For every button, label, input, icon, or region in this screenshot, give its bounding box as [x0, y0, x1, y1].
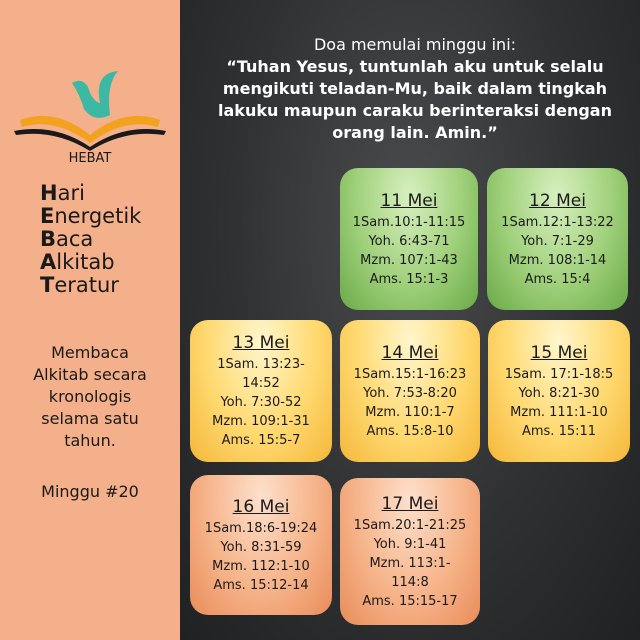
left-panel: HEBAT Hari Energetik Baca Alkitab Teratu… — [0, 0, 180, 640]
prayer-line: “Tuhan Yesus, tuntunlah aku untuk selalu — [226, 57, 604, 76]
card-reading: 1Sam.10:1-11:15 — [352, 214, 466, 230]
card-reading: Mzm. 113:1- — [369, 555, 451, 571]
reading-card: 15 Mei 1Sam. 17:1-18:5 Yoh. 8:21-30 Mzm. 11… — [488, 320, 630, 462]
prayer-heading: Doa memulai minggu ini: — [313, 35, 517, 54]
card-reading: Ams. 15:11 — [521, 423, 597, 439]
card-date: 12 Mei — [529, 190, 586, 211]
logo-text: HEBAT — [69, 151, 112, 165]
card-reading: Yoh. 8:21-30 — [518, 385, 600, 401]
card-reading: Mzm. 109:1-31 — [212, 414, 310, 429]
card-date: 13 Mei — [232, 333, 290, 353]
card-reading: Ams. 15:12-14 — [213, 577, 309, 593]
acronym-line: Teratur — [40, 273, 119, 297]
reading-card: 17 Mei 1Sam.20:1-21:25 Yoh. 9:1-41 Mzm. 113… — [340, 478, 480, 625]
reading-card: 16 Mei 1Sam.18:6-19:24 Yoh. 8:31-59 Mzm. 11… — [190, 475, 332, 615]
acronym-line: Alkitab — [40, 250, 115, 274]
card-reading: Mzm. 112:1-10 — [212, 558, 310, 574]
card-reading: Ams. 15:4 — [524, 271, 591, 287]
acronym-line: Baca — [40, 227, 94, 251]
week-number: Minggu #20 — [41, 482, 139, 501]
card-reading: Yoh. 7:30-52 — [220, 395, 302, 410]
card-reading: 1Sam.15:1-16:23 — [353, 366, 467, 382]
prayer-line: orang lain. Amin.” — [332, 123, 498, 142]
prayer-line: lakuku maupun caraku berinteraksi dengan — [218, 101, 612, 120]
acronym-line: Hari — [40, 181, 85, 205]
card-reading: 1Sam.18:6-19:24 — [204, 520, 318, 536]
card-reading: Ams. 15:15-17 — [362, 593, 458, 609]
reading-card: 11 Mei 1Sam.10:1-11:15 Yoh. 6:43-71 Mzm. 10… — [340, 168, 478, 310]
acronym-line: Energetik — [40, 204, 142, 228]
card-reading: 114:8 — [391, 574, 429, 590]
card-reading: Mzm. 108:1-14 — [508, 252, 607, 268]
open-book-dove-logo: HEBAT — [14, 71, 166, 165]
card-date: 14 Mei — [381, 342, 439, 363]
card-reading: Yoh. 6:43-71 — [368, 233, 450, 249]
card-reading: 14:52 — [242, 376, 280, 391]
card-reading: Ams. 15:5-7 — [221, 433, 301, 448]
card-reading: Yoh. 9:1-41 — [373, 536, 447, 552]
card-reading: Mzm. 110:1-7 — [365, 404, 455, 420]
card-reading: Yoh. 7:1-29 — [521, 233, 594, 249]
card-date: 11 Mei — [380, 190, 438, 211]
description: Membaca Alkitab secara kronologis selama sa… — [33, 343, 147, 450]
reading-card: 12 Mei 1Sam.12:1-13:22 Yoh. 7:1-29 Mzm. 108… — [487, 168, 628, 310]
prayer: Doa memulai minggu ini: “Tuhan Yesus, tu… — [200, 34, 630, 144]
reading-card: 13 Mei 1Sam. 13:23- 14:52 Yoh. 7:30-52 Mzm. … — [190, 320, 332, 462]
card-date: 17 Mei — [381, 493, 439, 514]
card-reading: Mzm. 111:1-10 — [510, 404, 608, 420]
card-date: 15 Mei — [530, 342, 588, 363]
card-reading: 1Sam.20:1-21:25 — [353, 517, 467, 533]
card-reading: Ams. 15:8-10 — [366, 423, 454, 439]
card-reading: Yoh. 7:53-8:20 — [363, 385, 457, 401]
card-reading: Ams. 15:1-3 — [369, 271, 449, 287]
reading-card: 14 Mei 1Sam.15:1-16:23 Yoh. 7:53-8:20 Mzm. … — [340, 320, 480, 462]
acronym-list: Hari Energetik Baca Alkitab Teratur — [40, 182, 141, 297]
card-reading: 1Sam. 17:1-18:5 — [504, 366, 614, 382]
card-reading: 1Sam. 13:23- — [217, 357, 305, 372]
prayer-line: mengikuti teladan-Mu, baik dalam tingkah — [222, 79, 608, 98]
card-reading: 1Sam.12:1-13:22 — [501, 214, 614, 230]
card-reading: Yoh. 8:31-59 — [220, 539, 302, 555]
card-reading: Mzm. 107:1-43 — [360, 252, 458, 268]
card-date: 16 Mei — [232, 496, 290, 517]
